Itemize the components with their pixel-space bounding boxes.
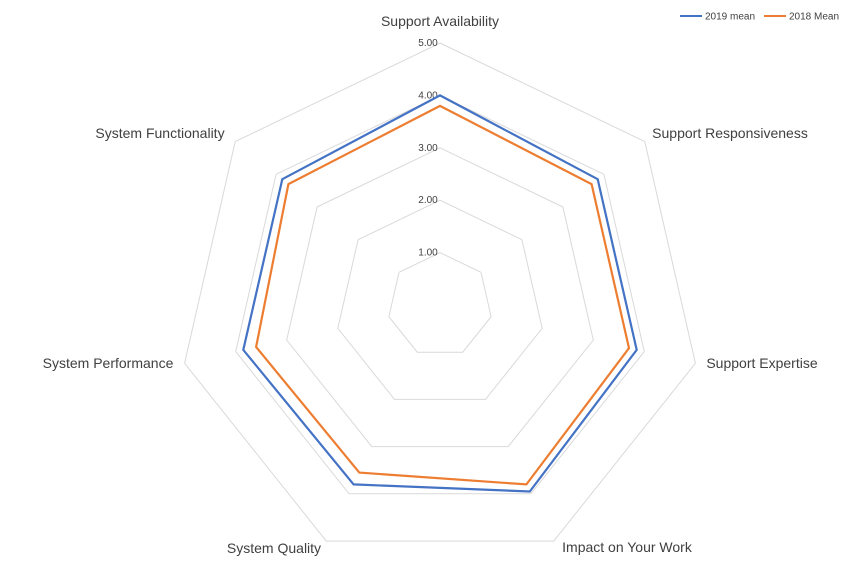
axis-label: Support Responsiveness — [652, 125, 808, 141]
axis-label: System Functionality — [95, 125, 224, 141]
legend-entry: 2019 mean — [705, 12, 755, 23]
axis-label: System Quality — [227, 540, 321, 556]
series-layer — [242, 94, 638, 493]
grid-layer — [184, 42, 696, 542]
grid-ring-2 — [337, 199, 543, 400]
tick-label: 2.00 — [418, 195, 438, 206]
series-line-1 — [242, 94, 638, 493]
grid-ring-3 — [286, 147, 594, 448]
tick-label: 4.00 — [418, 90, 438, 101]
grid-ring-5 — [184, 42, 696, 542]
grid-ring-4 — [235, 94, 645, 495]
axis-label: System Performance — [43, 355, 174, 371]
series-line-2 — [254, 104, 631, 486]
tick-label: 1.00 — [418, 248, 438, 259]
legend-entry: 2018 Mean — [789, 12, 839, 23]
tick-labels: 1.00 2.00 3.00 4.00 5.00 — [418, 38, 438, 259]
axis-label: Support Expertise — [706, 355, 817, 371]
legend: 2019 mean 2018 Mean — [680, 12, 839, 23]
tick-label: 3.00 — [418, 143, 438, 154]
axis-label: Impact on Your Work — [562, 539, 693, 555]
tick-label: 5.00 — [418, 38, 438, 49]
axis-labels: Support Availability Support Responsivene… — [43, 13, 818, 556]
grid-ring-1 — [388, 252, 492, 353]
axis-label: Support Availability — [381, 13, 499, 29]
